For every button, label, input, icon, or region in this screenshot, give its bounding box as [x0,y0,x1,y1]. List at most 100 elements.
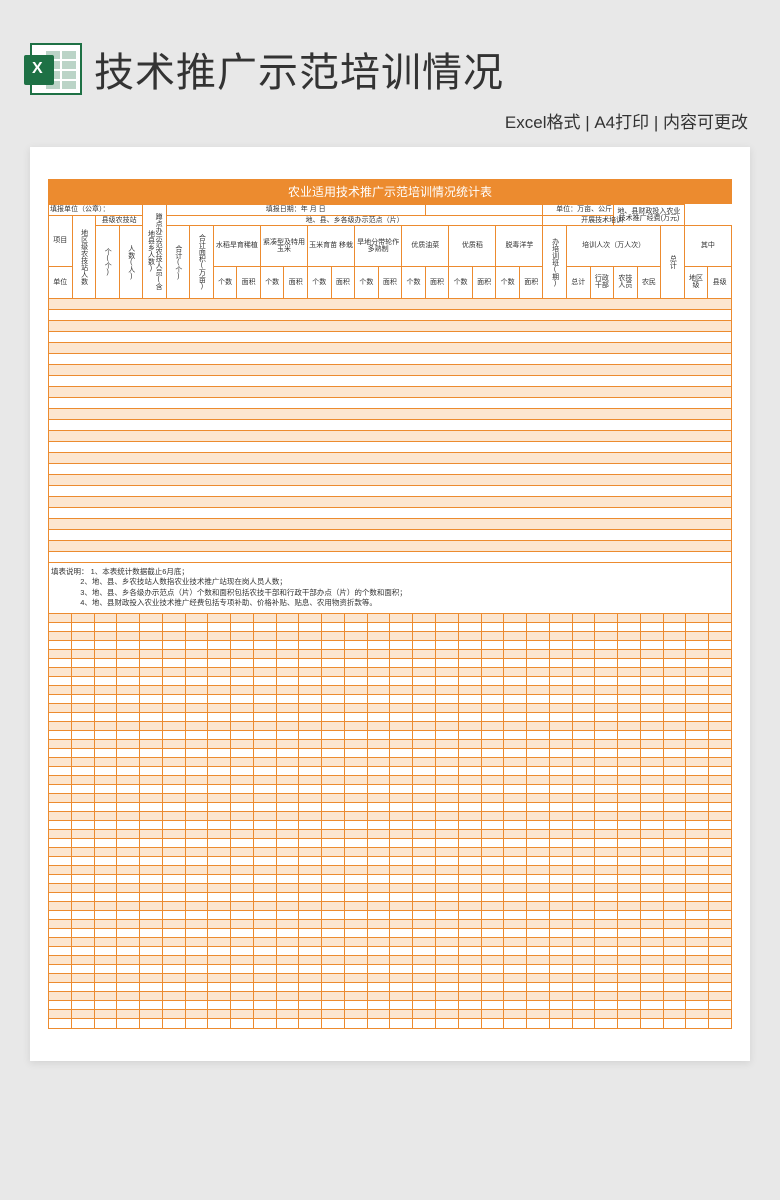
table-row [49,486,731,497]
table-row [49,839,731,848]
table-row [49,321,731,332]
t-admin: 行政干部 [590,267,614,299]
table-row [49,453,731,464]
col-trainees: 培训人次（万人次） [567,226,661,267]
table-row [49,830,731,839]
table-row [49,614,731,623]
col-total-area: 合计面积(万亩) [198,232,206,292]
table-row [49,704,731,713]
table-row [49,668,731,677]
table-row [49,1010,731,1019]
table-row [49,376,731,387]
a2: 面积 [284,267,308,299]
n1: 个数 [213,267,237,299]
n2: 个数 [260,267,284,299]
header-table: 填报单位（公章）： 蹲点办示范农技人员(含地县乡人数) 填报日期：年 月 日 单… [48,204,732,299]
grid-rows-lower [48,614,732,1029]
table-row [49,365,731,376]
n5: 个数 [402,267,426,299]
table-row [49,821,731,830]
table-row [49,659,731,668]
n4: 个数 [355,267,379,299]
col-people-1: 人数(人) [127,232,135,292]
a6: 面积 [472,267,496,299]
sheet-container: 农业适用技术推广示范培训情况统计表 填报单位（公章）： 蹲点办示范农技人员(含地… [30,147,750,1061]
notes-label: 填表说明： [51,567,89,576]
table-row [49,632,731,641]
main-title: 技术推广示范培训情况 [94,40,504,98]
table-row [49,875,731,884]
table-row [49,911,731,920]
table-row [49,722,731,731]
col-drybelt: 旱地分带轮作多熟制 [355,226,402,267]
table-row [49,893,731,902]
table-row [49,992,731,1001]
table-row [49,420,731,431]
table-row [49,299,731,310]
table-row [49,1019,731,1028]
unit-row-label: 单位 [49,267,73,299]
t-farmer: 农民 [637,267,661,299]
table-row [49,464,731,475]
table-row [49,1001,731,1010]
table-row [49,713,731,722]
col-training [425,205,543,216]
fill-unit-label: 填报单位（公章）： [49,205,143,216]
table-row [49,866,731,875]
table-row [49,686,731,695]
table-row [49,442,731,453]
page-header: 技术推广示范培训情况 [0,0,780,108]
n3: 个数 [308,267,332,299]
table-row [49,431,731,442]
data-rows-upper [48,299,732,563]
table-row [49,650,731,659]
col-total-count: 合计(个) [174,232,182,292]
table-row [49,776,731,785]
col-class: 办培训班(期) [551,232,559,292]
table-row [49,974,731,983]
t-tech: 农技人员 [614,267,638,299]
table-row [49,677,731,686]
table-row [49,884,731,893]
table-row [49,857,731,866]
n6: 个数 [449,267,473,299]
table-row [49,920,731,929]
table-row [49,387,731,398]
table-row [49,983,731,992]
a1: 面积 [237,267,261,299]
subtitle: Excel格式 | A4打印 | 内容可更改 [0,108,780,147]
col-region-staff: 地区级农技站人数 [80,217,88,297]
table-row [49,740,731,749]
col-demo-staff: 蹲点办示范农技人员(含地县乡人数) [147,211,162,291]
a7: 面积 [519,267,543,299]
table-row [49,343,731,354]
table-row [49,623,731,632]
excel-icon [30,43,82,95]
col-county-station: 县级农技站 [96,215,143,226]
col-finance: 地、县财政投入农业技术推广经费(万元) [614,205,685,226]
notes-section: 填表说明： 1、本表统计数据截止6月底； 2、地、县、乡农技站人数指农业技术推广… [48,563,732,614]
t-all: 总计 [567,267,591,299]
table-row [49,758,731,767]
col-potato: 脱毒洋芋 [496,226,543,267]
a4: 面积 [378,267,402,299]
table-row [49,519,731,530]
col-among: 其中 [684,226,731,267]
table-row [49,354,731,365]
table-row [49,803,731,812]
table-row [49,541,731,552]
col-veggie: 优质油菜 [402,226,449,267]
col-demo-points: 地、县、乡各级办示范点（片） [166,215,543,226]
f-region: 地区级 [684,267,708,299]
col-project: 项目 [49,215,73,267]
table-row [49,641,731,650]
table-row [49,956,731,965]
col-count-1: 个(个) [104,232,112,292]
note-1: 1、本表统计数据截止6月底； [91,567,189,576]
table-row [49,332,731,343]
col-corn-compact: 紧凑型及特用玉米 [260,226,307,267]
table-row [49,749,731,758]
table-row [49,794,731,803]
f-county: 县级 [708,267,732,299]
table-row [49,965,731,974]
